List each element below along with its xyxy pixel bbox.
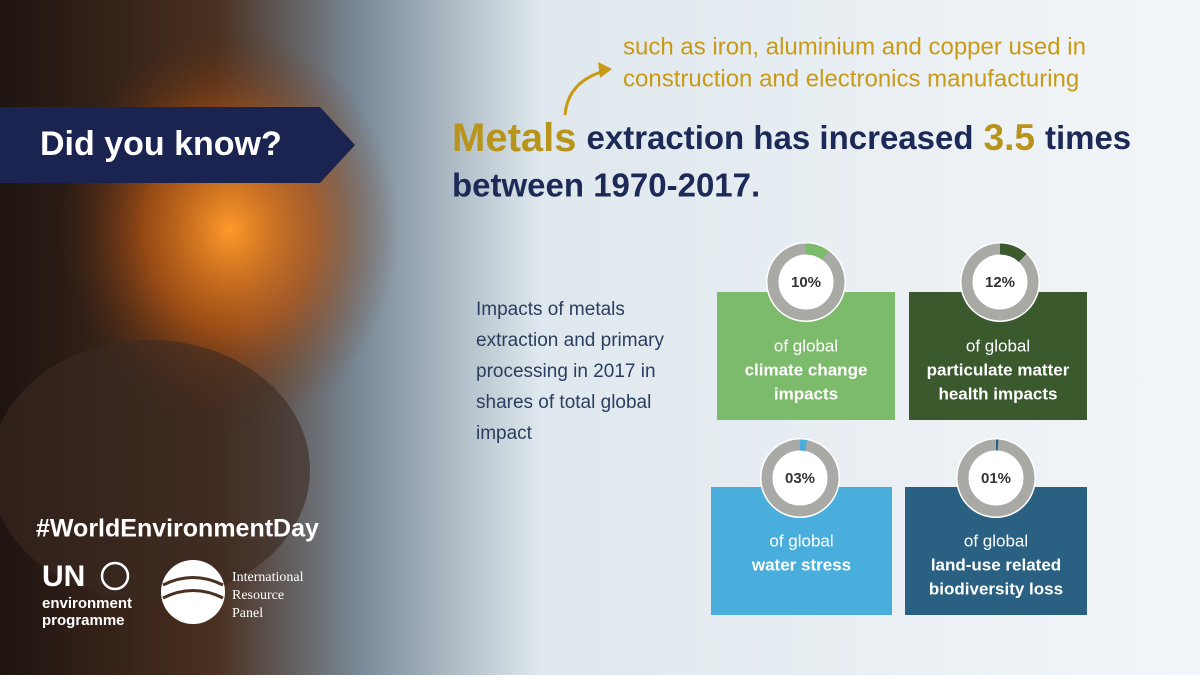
card-text: land-use related: [931, 555, 1061, 574]
donut-label: 12%: [985, 274, 1015, 291]
donut-label: 03%: [785, 470, 815, 487]
card-text: particulate matter: [927, 360, 1070, 379]
headline-part: extraction has increased: [587, 119, 974, 156]
card-text: climate change: [745, 360, 868, 379]
side-line: extraction and primary: [476, 330, 664, 351]
note-line: construction and electronics manufacturi…: [623, 65, 1079, 92]
card-text: biodiversity loss: [929, 579, 1063, 598]
donut-arc: [806, 249, 825, 255]
donut-label: 01%: [981, 470, 1011, 487]
un-logo: UN: [42, 560, 85, 593]
headline-line2: between 1970-2017.: [452, 167, 760, 204]
side-line: shares of total global: [476, 392, 651, 413]
donut-arc: [800, 445, 806, 446]
card-text: impacts: [774, 384, 838, 403]
irp-text: Resource: [232, 588, 284, 603]
hashtag: #WorldEnvironmentDay: [36, 515, 319, 543]
note-line: such as iron, aluminium and copper used …: [623, 33, 1086, 60]
card-text: water stress: [751, 555, 851, 574]
irp-text: International: [232, 570, 304, 585]
irp-text: Panel: [232, 606, 263, 621]
banner-text: Did you know?: [40, 125, 282, 163]
side-line: processing in 2017 in: [476, 361, 656, 382]
headline-part: 3.5: [984, 117, 1035, 158]
un-text: environment: [42, 595, 132, 612]
card-text: health impacts: [938, 384, 1057, 403]
headline: Metals extraction has increased 3.5 times: [452, 116, 1131, 160]
side-line: Impacts of metals: [476, 299, 625, 320]
card-text: of global: [964, 531, 1028, 550]
card-text: of global: [774, 336, 838, 355]
card-text: of global: [769, 531, 833, 550]
headline-part: Metals: [452, 116, 577, 160]
headline-part: times: [1045, 119, 1131, 156]
side-line: impact: [476, 423, 533, 444]
un-text: programme: [42, 612, 125, 629]
card-text: of global: [966, 336, 1030, 355]
donut-label: 10%: [791, 274, 821, 291]
